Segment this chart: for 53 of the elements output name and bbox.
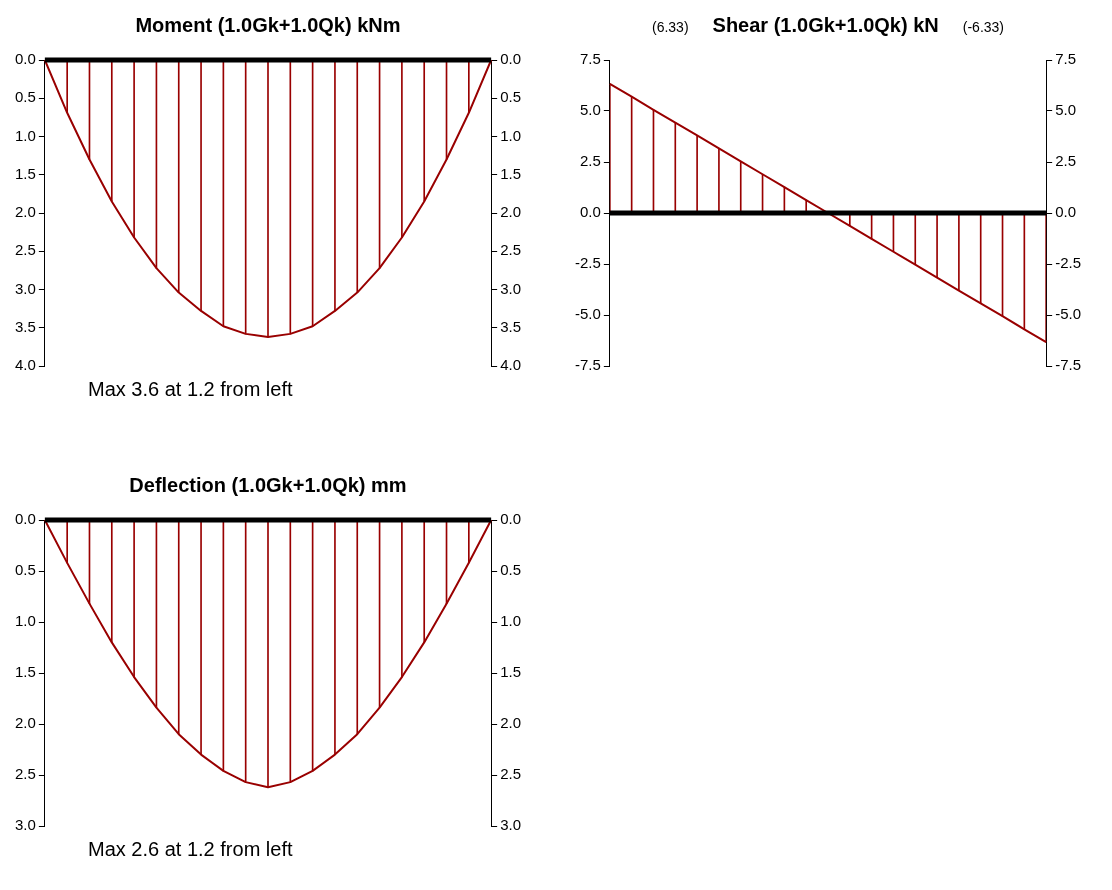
y-tick-label: 2.0 bbox=[14, 714, 36, 732]
y-tick-label: 3.5 bbox=[14, 317, 36, 335]
text: (-6.33) bbox=[962, 19, 1005, 35]
y2-tick-label: -2.5 bbox=[1055, 254, 1082, 272]
y-tick-label: 2.5 bbox=[579, 152, 601, 170]
y2-tick-label: -5.0 bbox=[1055, 305, 1082, 323]
y2-tick-label: 0.0 bbox=[500, 50, 522, 68]
y2-tick-label: 1.5 bbox=[500, 164, 522, 182]
y-tick-label: 2.5 bbox=[14, 241, 36, 259]
y2-tick-label: 2.0 bbox=[500, 714, 522, 732]
y2-tick-label: 0.5 bbox=[500, 561, 522, 579]
y2-tick-label: -7.5 bbox=[1055, 356, 1082, 374]
y2-tick-label: 1.5 bbox=[500, 663, 522, 681]
y2-tick-label: 2.0 bbox=[500, 203, 522, 221]
y-tick-label: 7.5 bbox=[579, 50, 601, 68]
chart-title: Deflection (1.0Gk+1.0Qk) mm bbox=[129, 474, 407, 497]
text: (6.33) bbox=[651, 19, 689, 35]
y2-tick-label: 7.5 bbox=[1055, 50, 1077, 68]
y2-tick-label: 5.0 bbox=[1055, 101, 1077, 119]
y-tick-label: 1.5 bbox=[14, 164, 36, 182]
y-tick-label: 0.5 bbox=[14, 561, 36, 579]
chart-title: Moment (1.0Gk+1.0Qk) kNm bbox=[135, 14, 401, 37]
y2-tick-label: 4.0 bbox=[500, 356, 522, 374]
text: Max 2.6 at 1.2 from left bbox=[87, 838, 294, 861]
y-tick-label: 1.0 bbox=[14, 126, 36, 144]
y2-tick-label: 3.0 bbox=[500, 816, 522, 834]
y-tick-label: 2.5 bbox=[14, 765, 36, 783]
y-tick-label: 0.0 bbox=[14, 510, 36, 528]
y-tick-label: 4.0 bbox=[14, 356, 36, 374]
y2-tick-label: 3.5 bbox=[500, 317, 522, 335]
y2-tick-label: 0.0 bbox=[500, 510, 522, 528]
y-tick-label: 0.0 bbox=[14, 50, 36, 68]
y2-tick-label: 0.5 bbox=[500, 88, 522, 106]
y-tick-label: 1.0 bbox=[14, 612, 36, 630]
y-tick-label: 5.0 bbox=[579, 101, 601, 119]
y2-tick-label: 2.5 bbox=[1055, 152, 1077, 170]
y-tick-label: 1.5 bbox=[14, 663, 36, 681]
y-tick-label: 3.0 bbox=[14, 279, 36, 297]
text: Max 3.6 at 1.2 from left bbox=[87, 378, 294, 401]
y-tick-label: -2.5 bbox=[574, 254, 601, 272]
y-tick-label: 3.0 bbox=[14, 816, 36, 834]
y2-tick-label: 3.0 bbox=[500, 279, 522, 297]
y2-tick-label: 2.5 bbox=[500, 765, 522, 783]
y2-tick-label: 1.0 bbox=[500, 612, 522, 630]
y-tick-label: -5.0 bbox=[574, 305, 601, 323]
y2-tick-label: 2.5 bbox=[500, 241, 522, 259]
y2-tick-label: 1.0 bbox=[500, 126, 522, 144]
y2-tick-label: 0.0 bbox=[1055, 203, 1077, 221]
y-tick-label: 2.0 bbox=[14, 203, 36, 221]
y-tick-label: 0.0 bbox=[579, 203, 601, 221]
chart-title: Shear (1.0Gk+1.0Qk) kN bbox=[712, 14, 939, 37]
y-tick-label: 0.5 bbox=[14, 88, 36, 106]
y-tick-label: -7.5 bbox=[574, 356, 601, 374]
